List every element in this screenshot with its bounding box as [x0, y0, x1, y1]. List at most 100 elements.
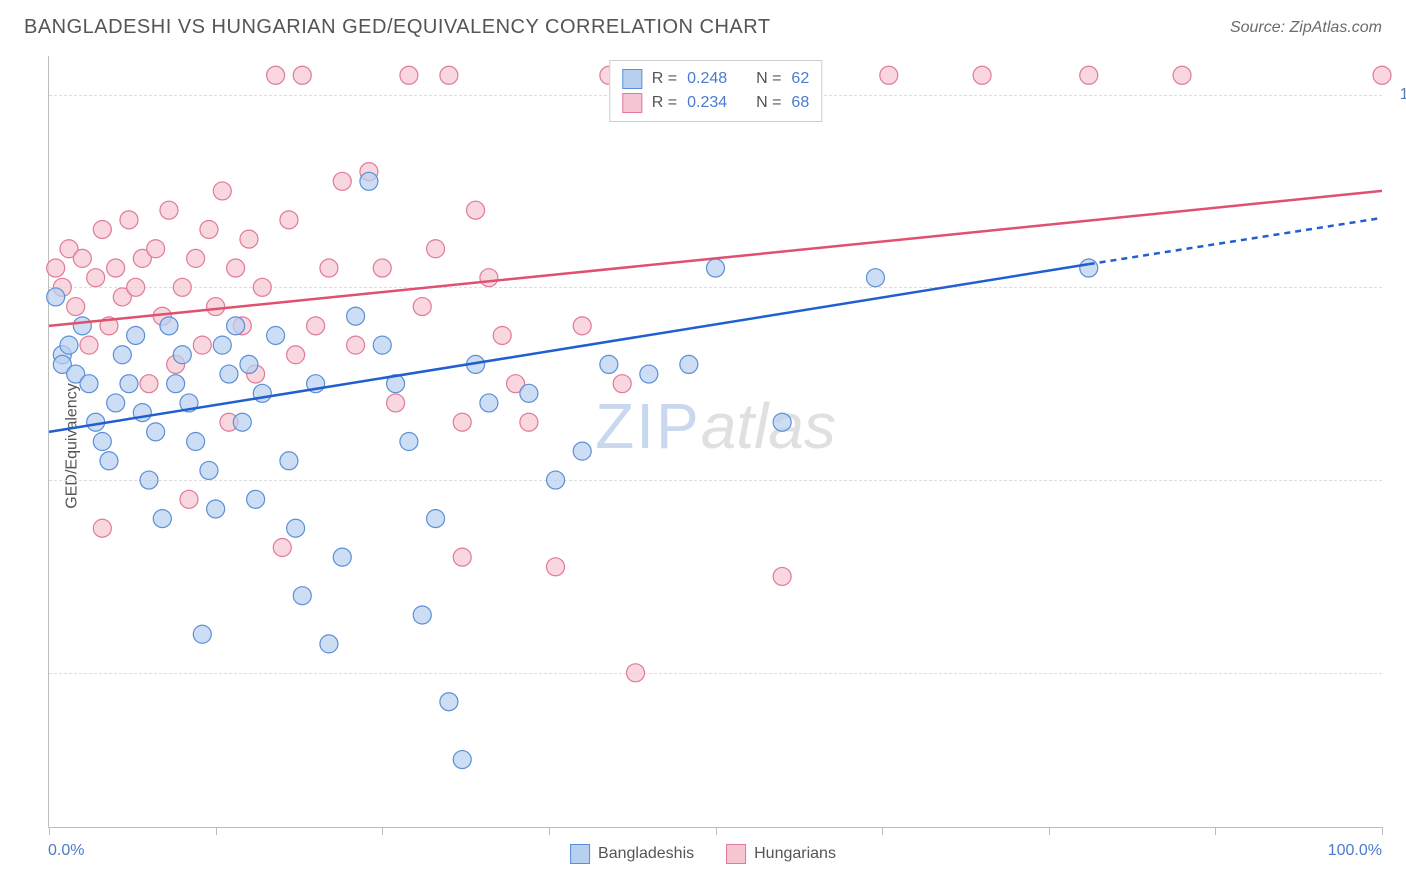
- scatter-point-bangladeshis: [453, 751, 471, 769]
- scatter-point-hungarians: [47, 259, 65, 277]
- scatter-point-hungarians: [127, 278, 145, 296]
- scatter-point-hungarians: [267, 66, 285, 84]
- scatter-point-bangladeshis: [100, 452, 118, 470]
- chart-plot-area: ZIPatlas R =0.248 N =62R =0.234 N =68 70…: [48, 56, 1382, 828]
- scatter-point-bangladeshis: [480, 394, 498, 412]
- scatter-point-hungarians: [1373, 66, 1391, 84]
- y-tick-label: 100.0%: [1400, 86, 1406, 104]
- scatter-point-bangladeshis: [440, 693, 458, 711]
- scatter-point-bangladeshis: [160, 317, 178, 335]
- chart-title: BANGLADESHI VS HUNGARIAN GED/EQUIVALENCY…: [24, 16, 771, 39]
- x-tick: [216, 827, 217, 835]
- n-label: N =: [756, 70, 781, 88]
- scatter-point-bangladeshis: [320, 635, 338, 653]
- scatter-point-hungarians: [273, 539, 291, 557]
- scatter-point-hungarians: [880, 66, 898, 84]
- scatter-point-bangladeshis: [107, 394, 125, 412]
- legend-swatch: [570, 844, 590, 864]
- scatter-point-bangladeshis: [193, 625, 211, 643]
- x-tick: [1215, 827, 1216, 835]
- scatter-point-hungarians: [287, 346, 305, 364]
- x-tick: [49, 827, 50, 835]
- scatter-point-bangladeshis: [773, 413, 791, 431]
- scatter-point-hungarians: [480, 269, 498, 287]
- x-tick: [716, 827, 717, 835]
- legend-label: Hungarians: [754, 845, 836, 863]
- scatter-point-hungarians: [373, 259, 391, 277]
- scatter-point-hungarians: [107, 259, 125, 277]
- scatter-point-hungarians: [180, 490, 198, 508]
- scatter-point-hungarians: [240, 230, 258, 248]
- scatter-point-hungarians: [333, 172, 351, 190]
- scatter-point-bangladeshis: [213, 336, 231, 354]
- scatter-point-hungarians: [773, 567, 791, 585]
- x-tick: [1382, 827, 1383, 835]
- correlation-legend-row: R =0.234 N =68: [622, 91, 809, 115]
- scatter-point-bangladeshis: [47, 288, 65, 306]
- scatter-point-bangladeshis: [153, 510, 171, 528]
- scatter-point-bangladeshis: [400, 433, 418, 451]
- scatter-point-bangladeshis: [167, 375, 185, 393]
- legend-item: Hungarians: [726, 844, 836, 864]
- scatter-point-bangladeshis: [140, 471, 158, 489]
- scatter-point-hungarians: [253, 278, 271, 296]
- scatter-point-hungarians: [160, 201, 178, 219]
- scatter-point-hungarians: [627, 664, 645, 682]
- n-label: N =: [756, 94, 781, 112]
- scatter-point-hungarians: [493, 326, 511, 344]
- legend-label: Bangladeshis: [598, 845, 694, 863]
- r-label: R =: [652, 94, 677, 112]
- scatter-point-bangladeshis: [373, 336, 391, 354]
- correlation-legend-row: R =0.248 N =62: [622, 67, 809, 91]
- scatter-point-bangladeshis: [280, 452, 298, 470]
- legend-swatch: [622, 69, 642, 89]
- scatter-point-bangladeshis: [1080, 259, 1098, 277]
- scatter-point-bangladeshis: [127, 326, 145, 344]
- scatter-point-hungarians: [200, 220, 218, 238]
- scatter-point-hungarians: [1173, 66, 1191, 84]
- scatter-point-bangladeshis: [347, 307, 365, 325]
- scatter-point-bangladeshis: [233, 413, 251, 431]
- scatter-point-hungarians: [80, 336, 98, 354]
- scatter-point-bangladeshis: [333, 548, 351, 566]
- scatter-point-hungarians: [453, 548, 471, 566]
- scatter-point-bangladeshis: [360, 172, 378, 190]
- r-value: 0.234: [687, 94, 727, 112]
- scatter-point-hungarians: [453, 413, 471, 431]
- scatter-point-bangladeshis: [413, 606, 431, 624]
- scatter-point-hungarians: [173, 278, 191, 296]
- x-axis-max-label: 100.0%: [1328, 842, 1382, 860]
- scatter-point-hungarians: [207, 298, 225, 316]
- scatter-point-hungarians: [613, 375, 631, 393]
- scatter-point-bangladeshis: [600, 355, 618, 373]
- scatter-point-hungarians: [187, 249, 205, 267]
- scatter-point-hungarians: [573, 317, 591, 335]
- source-label: Source: ZipAtlas.com: [1230, 19, 1382, 37]
- r-value: 0.248: [687, 70, 727, 88]
- scatter-point-hungarians: [93, 519, 111, 537]
- scatter-point-hungarians: [140, 375, 158, 393]
- scatter-point-hungarians: [973, 66, 991, 84]
- scatter-point-bangladeshis: [220, 365, 238, 383]
- trendline-bangladeshis-dashed: [1089, 218, 1382, 264]
- scatter-point-bangladeshis: [240, 355, 258, 373]
- scatter-point-hungarians: [280, 211, 298, 229]
- scatter-point-bangladeshis: [247, 490, 265, 508]
- scatter-point-hungarians: [67, 298, 85, 316]
- scatter-point-bangladeshis: [287, 519, 305, 537]
- scatter-point-bangladeshis: [93, 433, 111, 451]
- scatter-point-bangladeshis: [200, 461, 218, 479]
- scatter-point-hungarians: [413, 298, 431, 316]
- scatter-point-hungarians: [547, 558, 565, 576]
- trendline-hungarians: [49, 191, 1382, 326]
- scatter-point-hungarians: [307, 317, 325, 335]
- scatter-point-bangladeshis: [120, 375, 138, 393]
- scatter-point-hungarians: [467, 201, 485, 219]
- scatter-point-hungarians: [93, 220, 111, 238]
- scatter-point-bangladeshis: [80, 375, 98, 393]
- scatter-point-hungarians: [347, 336, 365, 354]
- scatter-point-hungarians: [387, 394, 405, 412]
- scatter-point-hungarians: [320, 259, 338, 277]
- scatter-point-bangladeshis: [547, 471, 565, 489]
- scatter-point-bangladeshis: [227, 317, 245, 335]
